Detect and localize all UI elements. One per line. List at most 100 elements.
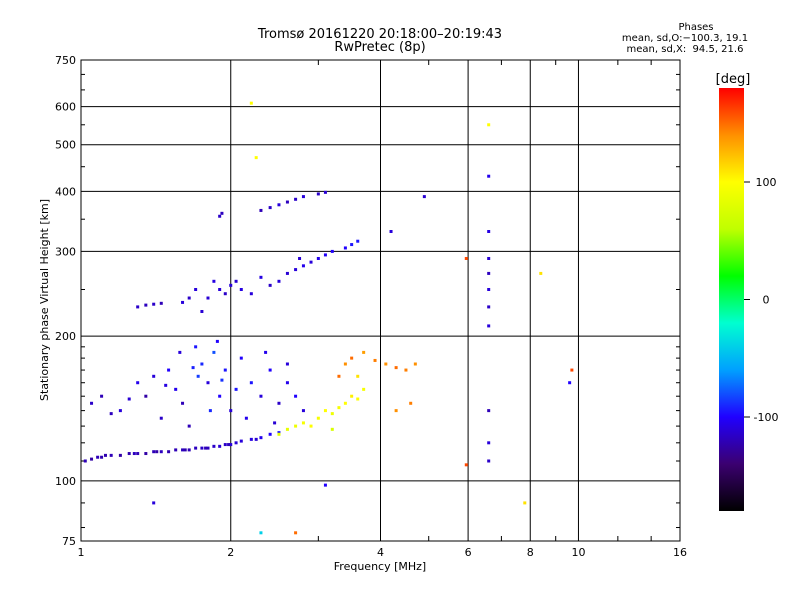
data-point bbox=[159, 301, 163, 305]
data-point bbox=[268, 283, 272, 287]
data-point bbox=[356, 239, 360, 243]
data-point bbox=[285, 271, 289, 275]
data-point bbox=[90, 401, 94, 405]
data-point bbox=[294, 424, 298, 428]
data-point bbox=[330, 249, 334, 253]
data-point bbox=[194, 287, 198, 291]
data-point bbox=[350, 356, 354, 360]
data-point bbox=[249, 437, 253, 441]
data-point bbox=[487, 409, 491, 413]
phases-x-stats: mean, sd,X: 94.5, 21.6 bbox=[626, 44, 744, 55]
data-point bbox=[309, 424, 313, 428]
data-point bbox=[394, 366, 398, 370]
data-point bbox=[487, 459, 491, 463]
colorbar-tick-label: 100 bbox=[756, 176, 777, 189]
data-point bbox=[422, 195, 426, 199]
colorbar-ticks: 100 0 -100 bbox=[744, 176, 778, 424]
x-tick-label: 2 bbox=[227, 546, 234, 559]
data-point bbox=[294, 394, 298, 398]
data-point bbox=[294, 268, 298, 272]
colorbar-tick-label: -100 bbox=[754, 411, 779, 424]
data-point bbox=[109, 453, 113, 457]
data-point bbox=[330, 427, 334, 431]
data-point bbox=[249, 101, 253, 105]
y-axis-label: Stationary phase Virtual Height [km] bbox=[38, 199, 51, 401]
data-point bbox=[181, 448, 185, 452]
data-point bbox=[277, 401, 281, 405]
data-point bbox=[191, 366, 195, 370]
data-point bbox=[206, 381, 210, 385]
data-point bbox=[568, 381, 572, 385]
data-point bbox=[264, 350, 268, 354]
x-axis-label: Frequency [MHz] bbox=[334, 560, 426, 573]
data-point bbox=[239, 356, 243, 360]
data-point bbox=[362, 350, 366, 354]
data-point bbox=[136, 452, 140, 456]
y-tick-label: 100 bbox=[55, 475, 76, 488]
data-point bbox=[223, 292, 227, 296]
data-point bbox=[220, 378, 224, 382]
grid-lines bbox=[81, 60, 680, 541]
colorbar-tick-label: 0 bbox=[763, 294, 770, 307]
data-point bbox=[301, 195, 305, 199]
data-point bbox=[136, 305, 140, 309]
data-point bbox=[350, 394, 354, 398]
data-point bbox=[208, 409, 212, 413]
y-tick-label: 75 bbox=[62, 535, 76, 548]
data-point bbox=[167, 450, 171, 454]
data-point bbox=[144, 394, 148, 398]
data-point bbox=[285, 200, 289, 204]
data-point bbox=[109, 412, 113, 416]
data-point bbox=[239, 439, 243, 443]
y-tick-label: 200 bbox=[55, 330, 76, 343]
data-point bbox=[464, 463, 468, 467]
data-point bbox=[244, 416, 248, 420]
data-point bbox=[200, 310, 204, 314]
chart-subtitle: RwPretec (8p) bbox=[334, 40, 426, 55]
data-point bbox=[200, 362, 204, 366]
data-point bbox=[323, 190, 327, 194]
data-point bbox=[487, 229, 491, 233]
data-point bbox=[350, 243, 354, 247]
data-point bbox=[83, 459, 87, 463]
data-point bbox=[268, 432, 272, 436]
data-point bbox=[316, 192, 320, 196]
data-point bbox=[220, 211, 224, 215]
y-tick-label: 750 bbox=[55, 54, 76, 67]
data-point bbox=[174, 387, 178, 391]
data-point bbox=[277, 431, 281, 435]
data-point bbox=[152, 450, 156, 454]
plot-frame bbox=[80, 59, 681, 542]
phases-heading: Phases bbox=[678, 22, 714, 33]
data-point bbox=[183, 448, 187, 452]
data-point bbox=[259, 275, 263, 279]
data-point bbox=[389, 229, 393, 233]
data-point bbox=[301, 264, 305, 268]
data-point bbox=[356, 374, 360, 378]
data-point bbox=[285, 381, 289, 385]
data-point bbox=[223, 368, 227, 372]
data-point bbox=[362, 387, 366, 391]
data-point bbox=[174, 448, 178, 452]
data-point bbox=[178, 350, 182, 354]
data-point bbox=[323, 483, 327, 487]
data-point bbox=[159, 416, 163, 420]
data-point bbox=[200, 446, 204, 450]
data-point bbox=[100, 394, 104, 398]
data-point bbox=[343, 246, 347, 250]
data-point bbox=[323, 409, 327, 413]
x-tick-label: 6 bbox=[465, 546, 472, 559]
colorbar-label: [deg] bbox=[716, 72, 751, 87]
data-point bbox=[259, 531, 263, 535]
data-point bbox=[294, 531, 298, 535]
x-tick-label: 4 bbox=[377, 546, 384, 559]
data-point bbox=[277, 203, 281, 207]
x-tick-label: 8 bbox=[527, 546, 534, 559]
data-point bbox=[218, 287, 222, 291]
data-point bbox=[523, 501, 527, 505]
data-point bbox=[127, 452, 131, 456]
data-point bbox=[103, 453, 107, 457]
data-point bbox=[254, 437, 258, 441]
phases-o-stats: mean, sd,O:−100.3, 19.1 bbox=[621, 33, 749, 44]
